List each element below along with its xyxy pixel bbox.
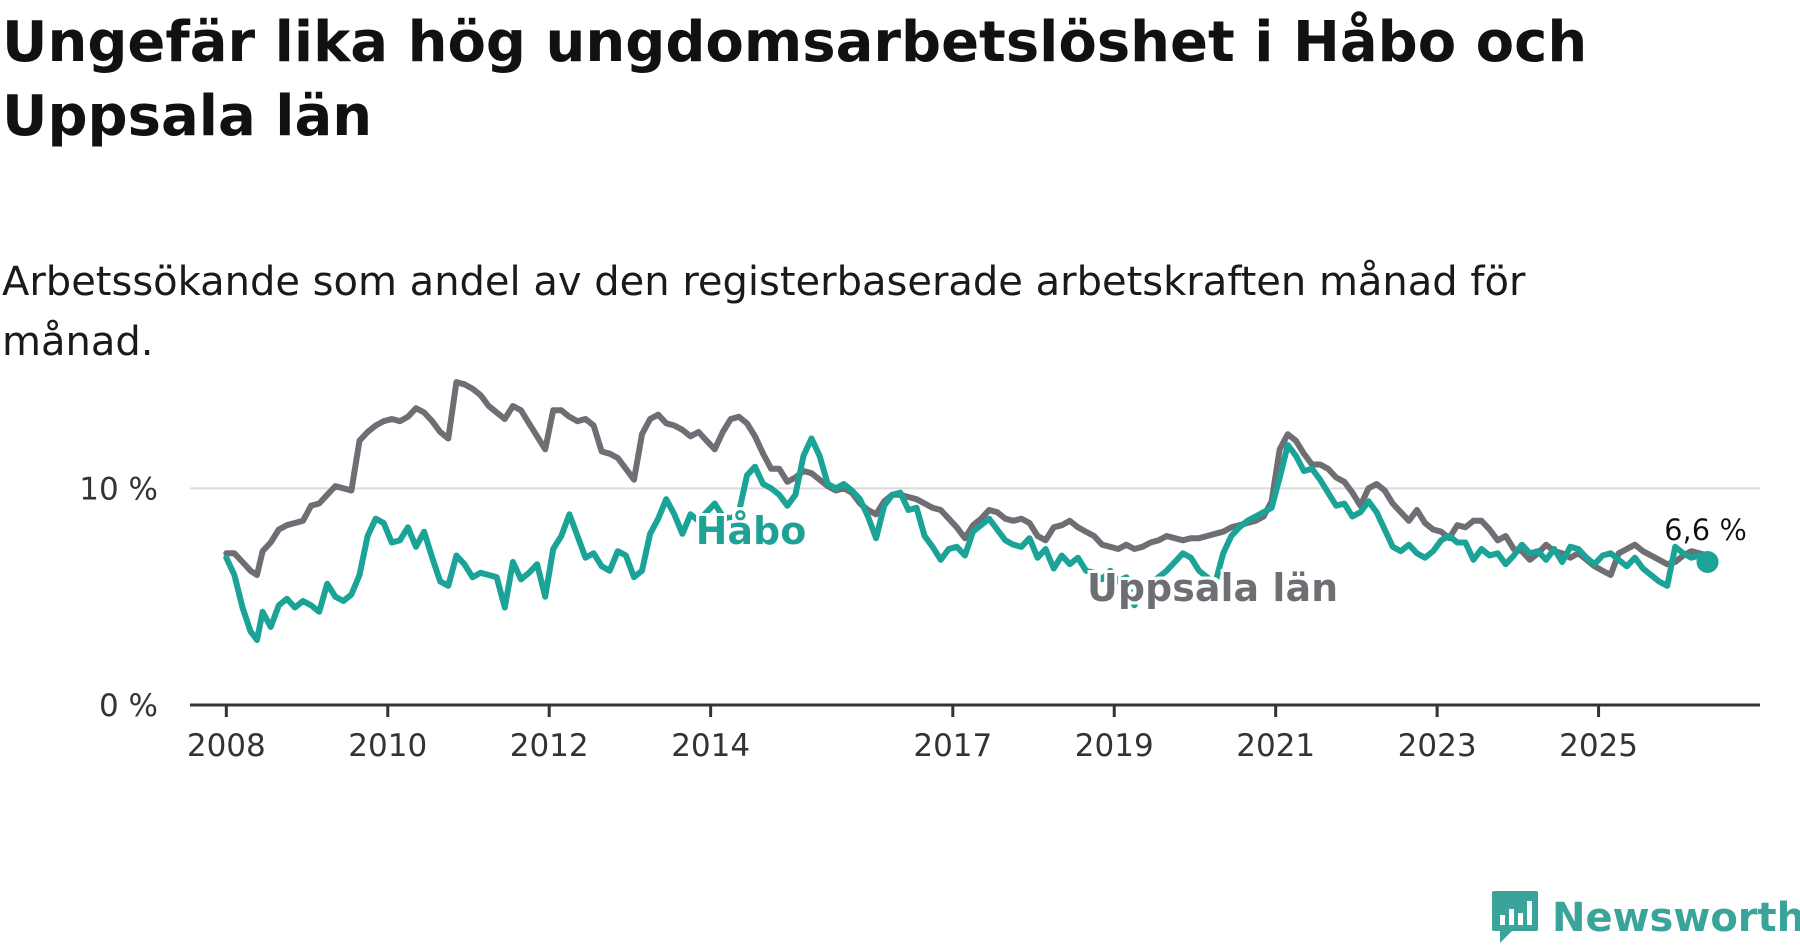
x-tick-label: 2014 bbox=[671, 728, 750, 764]
x-tick-label: 2021 bbox=[1236, 728, 1315, 764]
series-label-habo: Håbo bbox=[696, 509, 807, 553]
series-label-uppsala-lan: Uppsala län bbox=[1087, 566, 1338, 610]
y-tick-label: 0 % bbox=[99, 688, 158, 724]
y-tick-label: 10 % bbox=[79, 471, 158, 507]
series-line-uppsala-lan bbox=[223, 379, 1711, 578]
x-tick-label: 2023 bbox=[1398, 728, 1477, 764]
endpoint-marker bbox=[1696, 551, 1719, 573]
series-line-habo bbox=[223, 435, 1711, 643]
line-chart: 0 % 10 % 2008 2010 2012 2014 2017 2019 2021 2023 2… bbox=[79, 379, 1760, 764]
series-lines bbox=[223, 379, 1711, 643]
x-tick-label: 2008 bbox=[187, 728, 266, 764]
newsworthy-chart-icon bbox=[1492, 891, 1538, 943]
series-labels: Håbo Uppsala län 6,6 % bbox=[696, 509, 1747, 610]
newsworthy-logo: Newsworthy bbox=[1490, 888, 1800, 948]
axes: 0 % 10 % 2008 2010 2012 2014 2017 2019 2021 2023 2… bbox=[79, 471, 1760, 764]
x-tick-label: 2025 bbox=[1559, 728, 1638, 764]
x-tick-label: 2019 bbox=[1075, 728, 1154, 764]
x-tick-label: 2017 bbox=[913, 728, 992, 764]
endpoint-value-label: 6,6 % bbox=[1664, 513, 1747, 547]
chart-title: Ungefär lika hög ungdomsarbetslöshet i H… bbox=[2, 10, 1588, 149]
x-tick-label: 2010 bbox=[348, 728, 427, 764]
brand-name: Newsworthy bbox=[1552, 895, 1800, 941]
x-tick-label: 2012 bbox=[510, 728, 589, 764]
chart-subtitle: Arbetssökande som andel av den registerb… bbox=[2, 259, 1526, 365]
